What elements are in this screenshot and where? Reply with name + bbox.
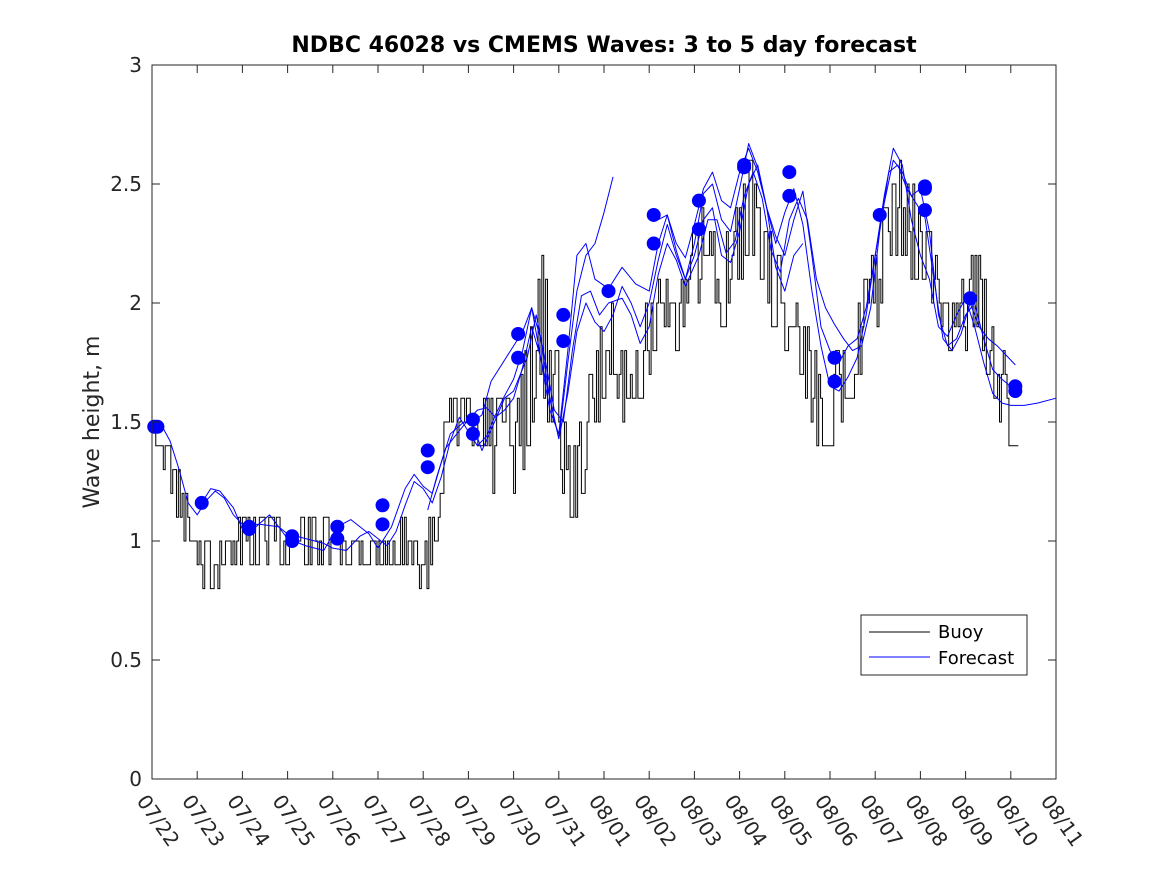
y-tick-label: 1 <box>129 529 142 553</box>
forecast-marker <box>827 350 842 365</box>
forecast-marker <box>782 188 797 203</box>
forecast-marker <box>737 160 752 175</box>
forecast-marker <box>465 412 480 427</box>
plot-area <box>147 143 1057 590</box>
forecast-marker <box>691 222 706 237</box>
forecast-marker <box>917 181 932 196</box>
y-axis-ticks: 0 0.5 1 1.5 2 2.5 3 <box>110 53 1056 791</box>
forecast-marker <box>556 307 571 322</box>
forecast-marker <box>150 419 165 434</box>
forecast-marker-group <box>147 157 1023 548</box>
forecast-marker <box>285 534 300 548</box>
forecast-marker <box>872 207 887 222</box>
buoy-series <box>152 159 1019 590</box>
forecast-marker <box>691 193 706 208</box>
forecast-marker <box>242 522 257 537</box>
forecast-marker <box>375 498 390 513</box>
forecast-marker <box>330 531 345 546</box>
forecast-marker <box>511 326 526 341</box>
forecast-marker <box>827 374 842 389</box>
legend: Buoy Forecast <box>860 614 1028 676</box>
forecast-marker <box>646 207 661 222</box>
forecast-line <box>427 176 614 511</box>
forecast-marker <box>420 460 435 475</box>
forecast-marker <box>782 165 797 180</box>
buoy-line <box>152 159 1019 590</box>
legend-box <box>860 614 1028 676</box>
y-tick-label: 2 <box>129 291 142 315</box>
forecast-marker <box>194 495 209 510</box>
forecast-line <box>151 147 1057 552</box>
forecast-marker <box>917 203 932 218</box>
forecast-line <box>472 147 804 435</box>
forecast-marker <box>465 426 480 441</box>
y-tick-label: 0 <box>129 767 142 791</box>
forecast-marker <box>601 284 616 299</box>
forecast-marker <box>420 443 435 458</box>
y-tick-label: 1.5 <box>110 410 142 434</box>
forecast-marker <box>963 291 978 306</box>
y-axis-label: Wave height, m <box>80 336 105 509</box>
forecast-marker <box>511 350 526 365</box>
y-tick-label: 3 <box>129 53 142 77</box>
forecast-line <box>658 143 1012 392</box>
legend-forecast-label: Forecast <box>938 648 1014 669</box>
y-tick-label: 2.5 <box>110 172 142 196</box>
forecast-marker <box>646 236 661 251</box>
forecast-marker <box>556 334 571 349</box>
y-tick-label: 0.5 <box>110 648 142 672</box>
legend-buoy-label: Buoy <box>938 622 984 643</box>
forecast-marker <box>330 519 345 534</box>
forecast-marker <box>375 517 390 532</box>
forecast-series-group <box>151 143 1057 552</box>
chart-title: NDBC 46028 vs CMEMS Waves: 3 to 5 day fo… <box>291 33 917 58</box>
forecast-line <box>201 164 1016 552</box>
forecast-marker <box>1008 384 1023 399</box>
